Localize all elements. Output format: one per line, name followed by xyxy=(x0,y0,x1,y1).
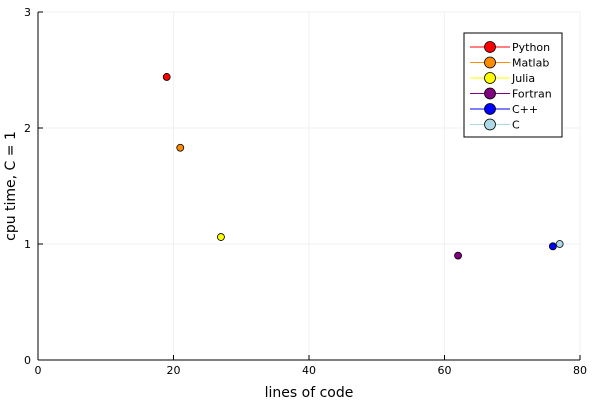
x-ticks: 0 20 40 60 80 xyxy=(35,355,587,377)
legend-marker xyxy=(484,41,496,53)
legend: Python Matlab Julia Fortran C++ C xyxy=(463,32,563,138)
y-tick-label: 2 xyxy=(24,122,31,135)
legend-label: Fortran xyxy=(512,88,552,101)
legend-marker xyxy=(484,103,496,115)
data-points xyxy=(162,73,564,260)
data-point xyxy=(217,233,225,241)
legend-label: Matlab xyxy=(512,57,549,70)
x-tick-label: 80 xyxy=(573,364,587,377)
data-point xyxy=(549,242,557,251)
x-tick-label: 0 xyxy=(35,364,42,377)
data-point xyxy=(555,240,564,248)
data-point xyxy=(162,73,171,81)
legend-box xyxy=(463,32,563,138)
legend-label: C++ xyxy=(512,103,538,116)
y-tick-label: 1 xyxy=(24,238,31,251)
y-tick-label: 3 xyxy=(24,6,31,19)
y-tick-label: 0 xyxy=(24,354,31,367)
legend-marker xyxy=(484,56,496,69)
x-tick-label: 20 xyxy=(167,364,181,377)
legend-marker xyxy=(484,72,496,84)
data-point xyxy=(176,143,185,152)
legend-label: Julia xyxy=(511,72,535,85)
x-tick-label: 60 xyxy=(438,364,452,377)
y-axis-title: cpu time, C = 1 xyxy=(3,131,19,241)
data-point xyxy=(454,251,462,260)
legend-marker xyxy=(484,118,496,131)
legend-marker xyxy=(484,87,496,100)
legend-label: Python xyxy=(512,41,550,54)
y-ticks: 0 1 2 3 xyxy=(24,6,43,367)
x-tick-label: 40 xyxy=(302,364,316,377)
x-axis-title: lines of code xyxy=(265,385,354,400)
legend-label: C xyxy=(512,119,520,132)
